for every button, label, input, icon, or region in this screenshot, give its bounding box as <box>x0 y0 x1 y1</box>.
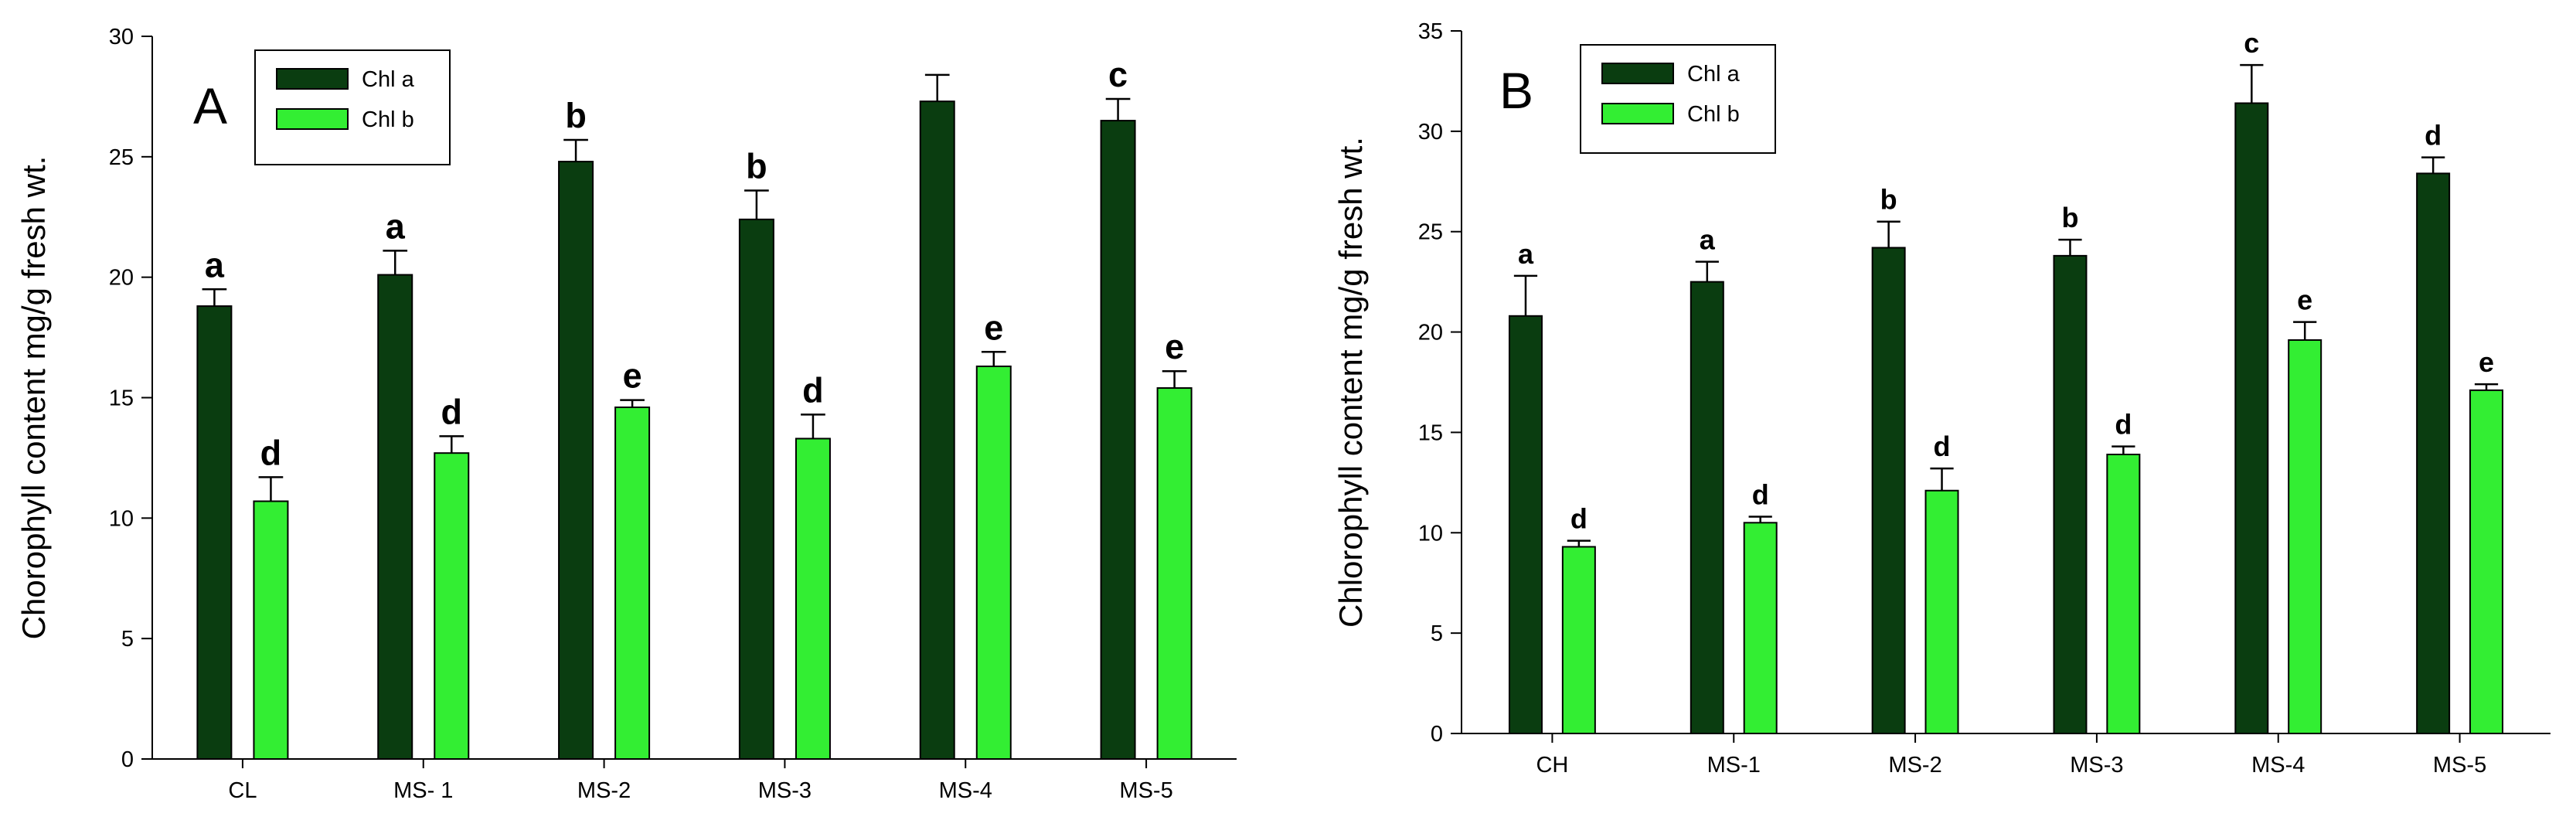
significance-label: b <box>1880 184 1897 216</box>
legend-swatch <box>276 108 349 130</box>
bar-chl-a <box>1690 281 1724 734</box>
legend-box <box>254 49 451 165</box>
y-tick-label: 0 <box>121 747 134 772</box>
bar-chl-b <box>614 406 651 760</box>
significance-label: d <box>1934 431 1951 462</box>
x-tick-label: MS-4 <box>2251 753 2305 778</box>
y-tick-label: 10 <box>1418 521 1443 546</box>
y-tick-label: 0 <box>1431 722 1443 747</box>
legend-box <box>1580 44 1776 154</box>
significance-label: a <box>1700 224 1716 256</box>
significance-label: b <box>2061 202 2078 233</box>
bar-chl-b <box>795 437 831 760</box>
chart-panel-a: 0 5 10 15 20 25 30 Chorophyll content mg/g fres… <box>15 25 1237 803</box>
bar-chl-a <box>196 305 233 761</box>
significance-label: c <box>1108 55 1128 94</box>
bar-chl-b <box>2288 339 2322 734</box>
legend-swatch <box>276 68 349 90</box>
bar-chl-b <box>2106 453 2141 734</box>
x-tick-label: MS-1 <box>1707 753 1761 778</box>
y-tick-label: 30 <box>1418 120 1443 145</box>
bar-chl-b <box>1743 522 1778 734</box>
legend-swatch <box>1601 103 1674 124</box>
legend: Chl a Chl b <box>254 49 451 165</box>
y-tick-label: 30 <box>109 25 134 49</box>
chart-panel-b: 0 5 10 15 20 25 30 35 Chlorophyll content mg/g f… <box>1332 19 2550 778</box>
y-tick-label: 35 <box>1418 19 1443 44</box>
x-tick-label: MS-5 <box>1119 778 1172 803</box>
significance-label: d <box>802 370 824 410</box>
legend-label: Chl b <box>1687 102 1740 127</box>
significance-label: e <box>623 356 642 396</box>
bar-chl-a <box>1871 247 1906 734</box>
y-tick-label: 10 <box>109 506 134 531</box>
bar-chl-a <box>377 274 413 760</box>
significance-label: d <box>441 392 463 431</box>
bar-chl-b <box>434 452 470 761</box>
bar-chl-b <box>1156 387 1193 760</box>
y-tick-label: 25 <box>109 145 134 170</box>
x-tick-label: MS- 1 <box>393 778 453 803</box>
x-tick-label: MS-2 <box>577 778 631 803</box>
significance-label: a <box>386 206 406 246</box>
significance-label: a <box>205 245 225 284</box>
y-tick-label: 25 <box>1418 220 1443 245</box>
bar-chl-a <box>2416 172 2451 734</box>
bar-chl-a <box>558 161 594 761</box>
x-tick-label: CL <box>228 778 257 803</box>
y-tick-label: 15 <box>1418 420 1443 445</box>
legend-label: Chl a <box>1687 62 1741 87</box>
legend-label: Chl b <box>362 107 414 132</box>
significance-label: d <box>260 433 282 472</box>
legend-label: Chl a <box>362 67 415 92</box>
x-tick-label: CH <box>1536 753 1568 778</box>
y-tick-label: 5 <box>121 627 134 652</box>
y-axis-label: Chlorophyll content mg/g fresh wt. <box>1332 137 1369 628</box>
significance-label: e <box>2297 284 2312 316</box>
x-tick-label: MS-3 <box>758 778 812 803</box>
significance-label: d <box>1570 503 1587 535</box>
y-axis-label: Chorophyll content mg/g fresh wt. <box>15 156 52 640</box>
significance-label: c <box>2244 27 2259 59</box>
y-tick-label: 15 <box>109 386 134 411</box>
x-tick-label: MS-2 <box>1888 753 1941 778</box>
bar-chl-a <box>2053 254 2088 734</box>
x-tick-label: MS-5 <box>2433 753 2486 778</box>
significance-label: d <box>1752 479 1769 511</box>
significance-label: e <box>1165 327 1184 366</box>
y-tick-label: 20 <box>109 266 134 291</box>
significance-label: e <box>2479 346 2494 378</box>
bar-chl-b <box>2469 389 2504 734</box>
y-tick-label: 20 <box>1418 321 1443 345</box>
panel-label: B <box>1499 62 1533 119</box>
y-tick-label: 5 <box>1431 621 1443 646</box>
bar-chl-a <box>1100 120 1136 761</box>
x-tick-label: MS-4 <box>939 778 992 803</box>
bar-chl-b <box>1561 546 1596 734</box>
bar-chl-b <box>1924 489 1959 734</box>
bar-chl-a <box>919 100 955 760</box>
significance-label: d <box>2115 409 2132 441</box>
panel-label: A <box>193 77 227 134</box>
bar-chl-b <box>975 365 1012 760</box>
legend-swatch <box>1601 63 1674 84</box>
x-tick-label: MS-3 <box>2070 753 2123 778</box>
significance-label: d <box>2425 120 2442 151</box>
bar-chl-a <box>738 218 774 761</box>
bar-chl-b <box>253 500 289 760</box>
bar-chl-a <box>2234 102 2269 735</box>
significance-label: b <box>565 96 587 135</box>
legend: Chl a Chl b <box>1580 44 1776 154</box>
bar-chl-a <box>1508 315 1543 734</box>
significance-label: a <box>1518 238 1534 270</box>
significance-label: b <box>746 146 767 185</box>
significance-label: e <box>984 308 1003 347</box>
